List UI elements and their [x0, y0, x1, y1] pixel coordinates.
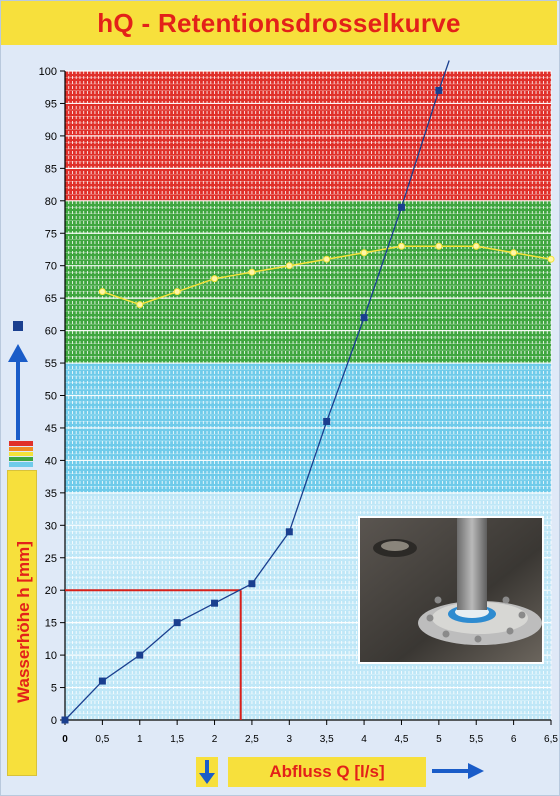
x-tick-label: 5 — [436, 734, 442, 745]
y-tick-label: 40 — [45, 455, 57, 467]
series-yellow-point — [323, 255, 331, 263]
series-yellow-point — [211, 275, 219, 283]
color-stripes-icon — [9, 441, 33, 467]
series-blue-point — [173, 619, 181, 627]
x-tick-label: 0,5 — [95, 734, 109, 745]
up-arrow-icon — [8, 344, 28, 440]
series-blue-extension — [438, 60, 450, 91]
series-blue-point — [323, 417, 331, 425]
series-blue-point — [136, 651, 144, 659]
throttle-photo — [358, 516, 544, 664]
series-yellow-point — [173, 288, 181, 296]
series-layer — [61, 60, 555, 724]
reference-lines — [65, 589, 242, 720]
series-blue-point — [397, 203, 405, 211]
y-tick-label: 15 — [45, 618, 57, 630]
x-axis-label-box — [228, 757, 426, 787]
y-tick-label: 0 — [51, 715, 57, 727]
x-tick-label: 4,5 — [395, 734, 409, 745]
x-tick-label: 2 — [212, 734, 218, 745]
y-tick-label: 25 — [45, 553, 57, 565]
down-arrow-icon — [199, 760, 215, 784]
blue-square-icon — [13, 321, 23, 331]
down-arrow-box — [196, 757, 218, 787]
x-tick-label: 1 — [137, 734, 143, 745]
series-yellow-point — [248, 268, 256, 276]
y-axis-label-box — [7, 470, 37, 776]
series-yellow-point — [136, 301, 144, 309]
series-blue-point — [285, 528, 293, 536]
x-tick-label: 3,5 — [320, 734, 334, 745]
y-tick-label: 90 — [45, 131, 57, 143]
y-tick-label: 100 — [39, 66, 57, 78]
series-blue-point — [435, 86, 443, 94]
series-yellow-point — [547, 255, 555, 263]
series-yellow-point — [360, 249, 368, 257]
x-tick-label: 2,5 — [245, 734, 259, 745]
y-tick-label: 60 — [45, 326, 57, 338]
series-blue-point — [360, 314, 368, 322]
x-tick-label: 6 — [511, 734, 517, 745]
y-tick-label: 70 — [45, 261, 57, 273]
x-tick-label: 3 — [287, 734, 293, 745]
x-tick-label: 5,5 — [469, 734, 483, 745]
series-yellow-point — [510, 249, 518, 257]
tick-labels: 0510152025303540455055606570758085909510… — [39, 66, 559, 745]
y-tick-label: 85 — [45, 163, 57, 175]
x-tick-label: 6,5 — [544, 734, 558, 745]
y-axis-label: Wasserhöhe h [mm] — [14, 541, 33, 703]
x-tick-label: 1,5 — [170, 734, 184, 745]
series-blue-point — [98, 677, 106, 685]
series-yellow-point — [98, 288, 106, 296]
title-bar: hQ - Retentionsdrosselkurve — [1, 1, 557, 45]
series-yellow-point — [285, 262, 293, 270]
right-arrow-icon — [432, 763, 484, 779]
y-tick-label: 55 — [45, 358, 57, 370]
y-tick-label: 20 — [45, 585, 57, 597]
series-yellow-point — [472, 242, 480, 250]
y-tick-label: 75 — [45, 228, 57, 240]
x-axis-label: Abfluss Q [l/s] — [269, 762, 385, 781]
y-tick-label: 95 — [45, 98, 57, 110]
series-yellow-point — [397, 242, 405, 250]
series-blue-point — [248, 580, 256, 588]
x-tick-label: 4 — [361, 734, 367, 745]
series-yellow-point — [435, 242, 443, 250]
axes-layer — [60, 70, 552, 725]
y-tick-label: 50 — [45, 391, 57, 403]
y-tick-label: 45 — [45, 423, 57, 435]
y-tick-label: 10 — [45, 650, 57, 662]
y-tick-label: 35 — [45, 488, 57, 500]
chart-title: hQ - Retentionsdrosselkurve — [97, 8, 461, 38]
y-tick-label: 5 — [51, 683, 57, 695]
x-tick-label: 0 — [62, 734, 68, 745]
y-tick-label: 30 — [45, 520, 57, 532]
y-tick-label: 80 — [45, 196, 57, 208]
series-blue-point — [61, 716, 69, 724]
y-tick-label: 65 — [45, 293, 57, 305]
series-blue-point — [211, 599, 219, 607]
